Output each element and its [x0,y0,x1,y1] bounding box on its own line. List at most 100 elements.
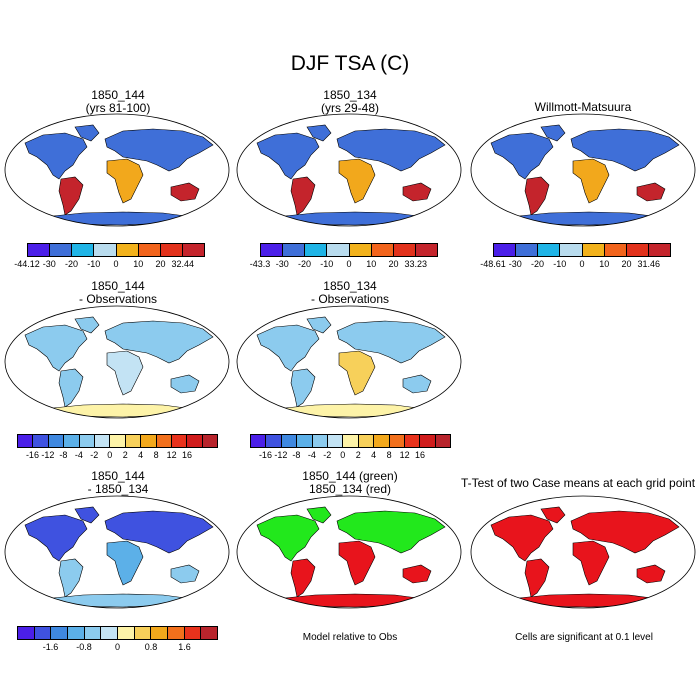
colorbar-swatch [202,435,218,447]
colorbar-6 [17,626,218,640]
colorbar-tick-label: -43.3 [249,259,271,269]
colorbar-tick-label: 10 [599,259,610,269]
continent-eurasia [104,128,214,172]
continent-greenland [540,124,566,142]
continent-northAmerica [256,324,320,372]
map-panel-4 [4,305,230,419]
colorbar-tick-label: -20 [64,259,78,269]
continent-australia [636,564,666,584]
colorbar-tick-label: 0 [113,259,119,269]
colorbar-2 [260,243,438,257]
colorbar-swatch [84,627,102,639]
colorbar-2-ticks: -43.3 -30 -20 -10 0 10 20 33.23 [250,259,438,271]
panel-4-caption-line2: - Observations [78,292,158,306]
panel-7-caption: 1850_144 (green) 1850_134 (red) [235,470,465,496]
colorbar-swatch [118,627,135,639]
map-panel-7 [236,495,462,609]
colorbar-tick-label: 8 [153,450,159,460]
panel-3-caption-line1: Willmott-Matsuura [534,100,632,114]
colorbar-tick-label: 0.8 [144,642,158,652]
continent-greenland [74,316,100,334]
colorbar-tick-label: -4 [74,450,83,460]
colorbar-tick-label: 8 [386,450,392,460]
colorbar-swatch [538,244,561,256]
colorbar-tick-label: 20 [155,259,166,269]
continent-eurasia [570,510,680,554]
colorbar-tick-label: 12 [399,450,410,460]
colorbar-swatch [266,435,282,447]
colorbar-tick-label: -2 [90,450,99,460]
continent-northAmerica [490,514,554,562]
continent-northAmerica [24,132,88,180]
continent-africa [106,158,144,204]
panel-5-caption-line1: 1850_134 [323,279,377,293]
colorbar-swatch [168,627,185,639]
colorbar-swatch [51,627,69,639]
colorbar-tick-label: -48.61 [480,259,506,269]
colorbar-swatch [72,244,95,256]
colorbar-tick-label: 4 [371,450,377,460]
panel-3-caption: Willmott-Matsuura [468,101,698,114]
colorbar-swatch [604,244,627,256]
colorbar-1 [27,243,205,257]
colorbar-6-ticks: -1.6 -0.8 0 0.8 1.6 [17,642,218,654]
colorbar-tick-label: 16 [415,450,426,460]
colorbar-tick-label: 10 [366,259,377,269]
colorbar-swatch [171,435,188,447]
continent-africa [338,158,376,204]
colorbar-swatch [201,627,218,639]
panel-7-caption-line2: 1850_134 (red) [308,482,392,496]
colorbar-swatch [358,435,375,447]
colorbar-tick-label: -1.6 [42,642,59,652]
colorbar-swatch [125,435,142,447]
map-border [470,495,696,609]
colorbar-swatch [420,435,436,447]
colorbar-swatch [389,435,405,447]
figure-title: DJF TSA (C) [290,52,410,75]
continent-greenland [540,506,566,524]
map-border [236,495,462,609]
continent-australia [636,182,666,202]
colorbar-tick-label: -30 [275,259,289,269]
colorbar-tick-label: -2 [323,450,332,460]
colorbar-swatch [415,244,437,256]
continent-africa [338,350,376,396]
colorbar-swatch [160,244,183,256]
colorbar-swatch [374,435,390,447]
continent-eurasia [336,510,446,554]
colorbar-tick-label: 31.46 [637,259,661,269]
map-border [4,113,230,227]
continent-africa [572,158,610,204]
colorbar-swatch [327,435,344,447]
panel-2-caption-line2: (yrs 29-48) [320,101,379,115]
colorbar-swatch [18,627,35,639]
panel-5-caption-line2: - Observations [310,292,390,306]
colorbar-tick-label: -10 [87,259,101,269]
colorbar-swatch [33,435,49,447]
continent-africa [572,540,610,586]
continent-eurasia [336,128,446,172]
colorbar-tick-label: 20 [388,259,399,269]
colorbar-tick-label: -20 [297,259,311,269]
colorbar-tick-label: 12 [166,450,177,460]
colorbar-tick-label: -16 [258,450,272,460]
colorbar-swatch [184,627,202,639]
colorbar-tick-label: -12 [41,450,55,460]
panel-1-caption-line2: (yrs 81-100) [85,101,151,115]
colorbar-tick-label: 0 [579,259,585,269]
map-border [236,305,462,419]
colorbar-tick-label: 2 [355,450,361,460]
colorbar-swatch [404,435,421,447]
colorbar-swatch [34,627,52,639]
continent-australia [402,564,432,584]
panel-4-caption: 1850_144- Observations [3,280,233,306]
colorbar-tick-label: 32.44 [171,259,195,269]
continent-africa [106,540,144,586]
colorbar-tick-label: -30 [42,259,56,269]
colorbar-swatch [582,244,605,256]
continent-eurasia [104,320,214,364]
colorbar-swatch [349,244,372,256]
colorbar-swatch [110,435,126,447]
colorbar-tick-label: -10 [320,259,334,269]
continent-greenland [306,506,332,524]
